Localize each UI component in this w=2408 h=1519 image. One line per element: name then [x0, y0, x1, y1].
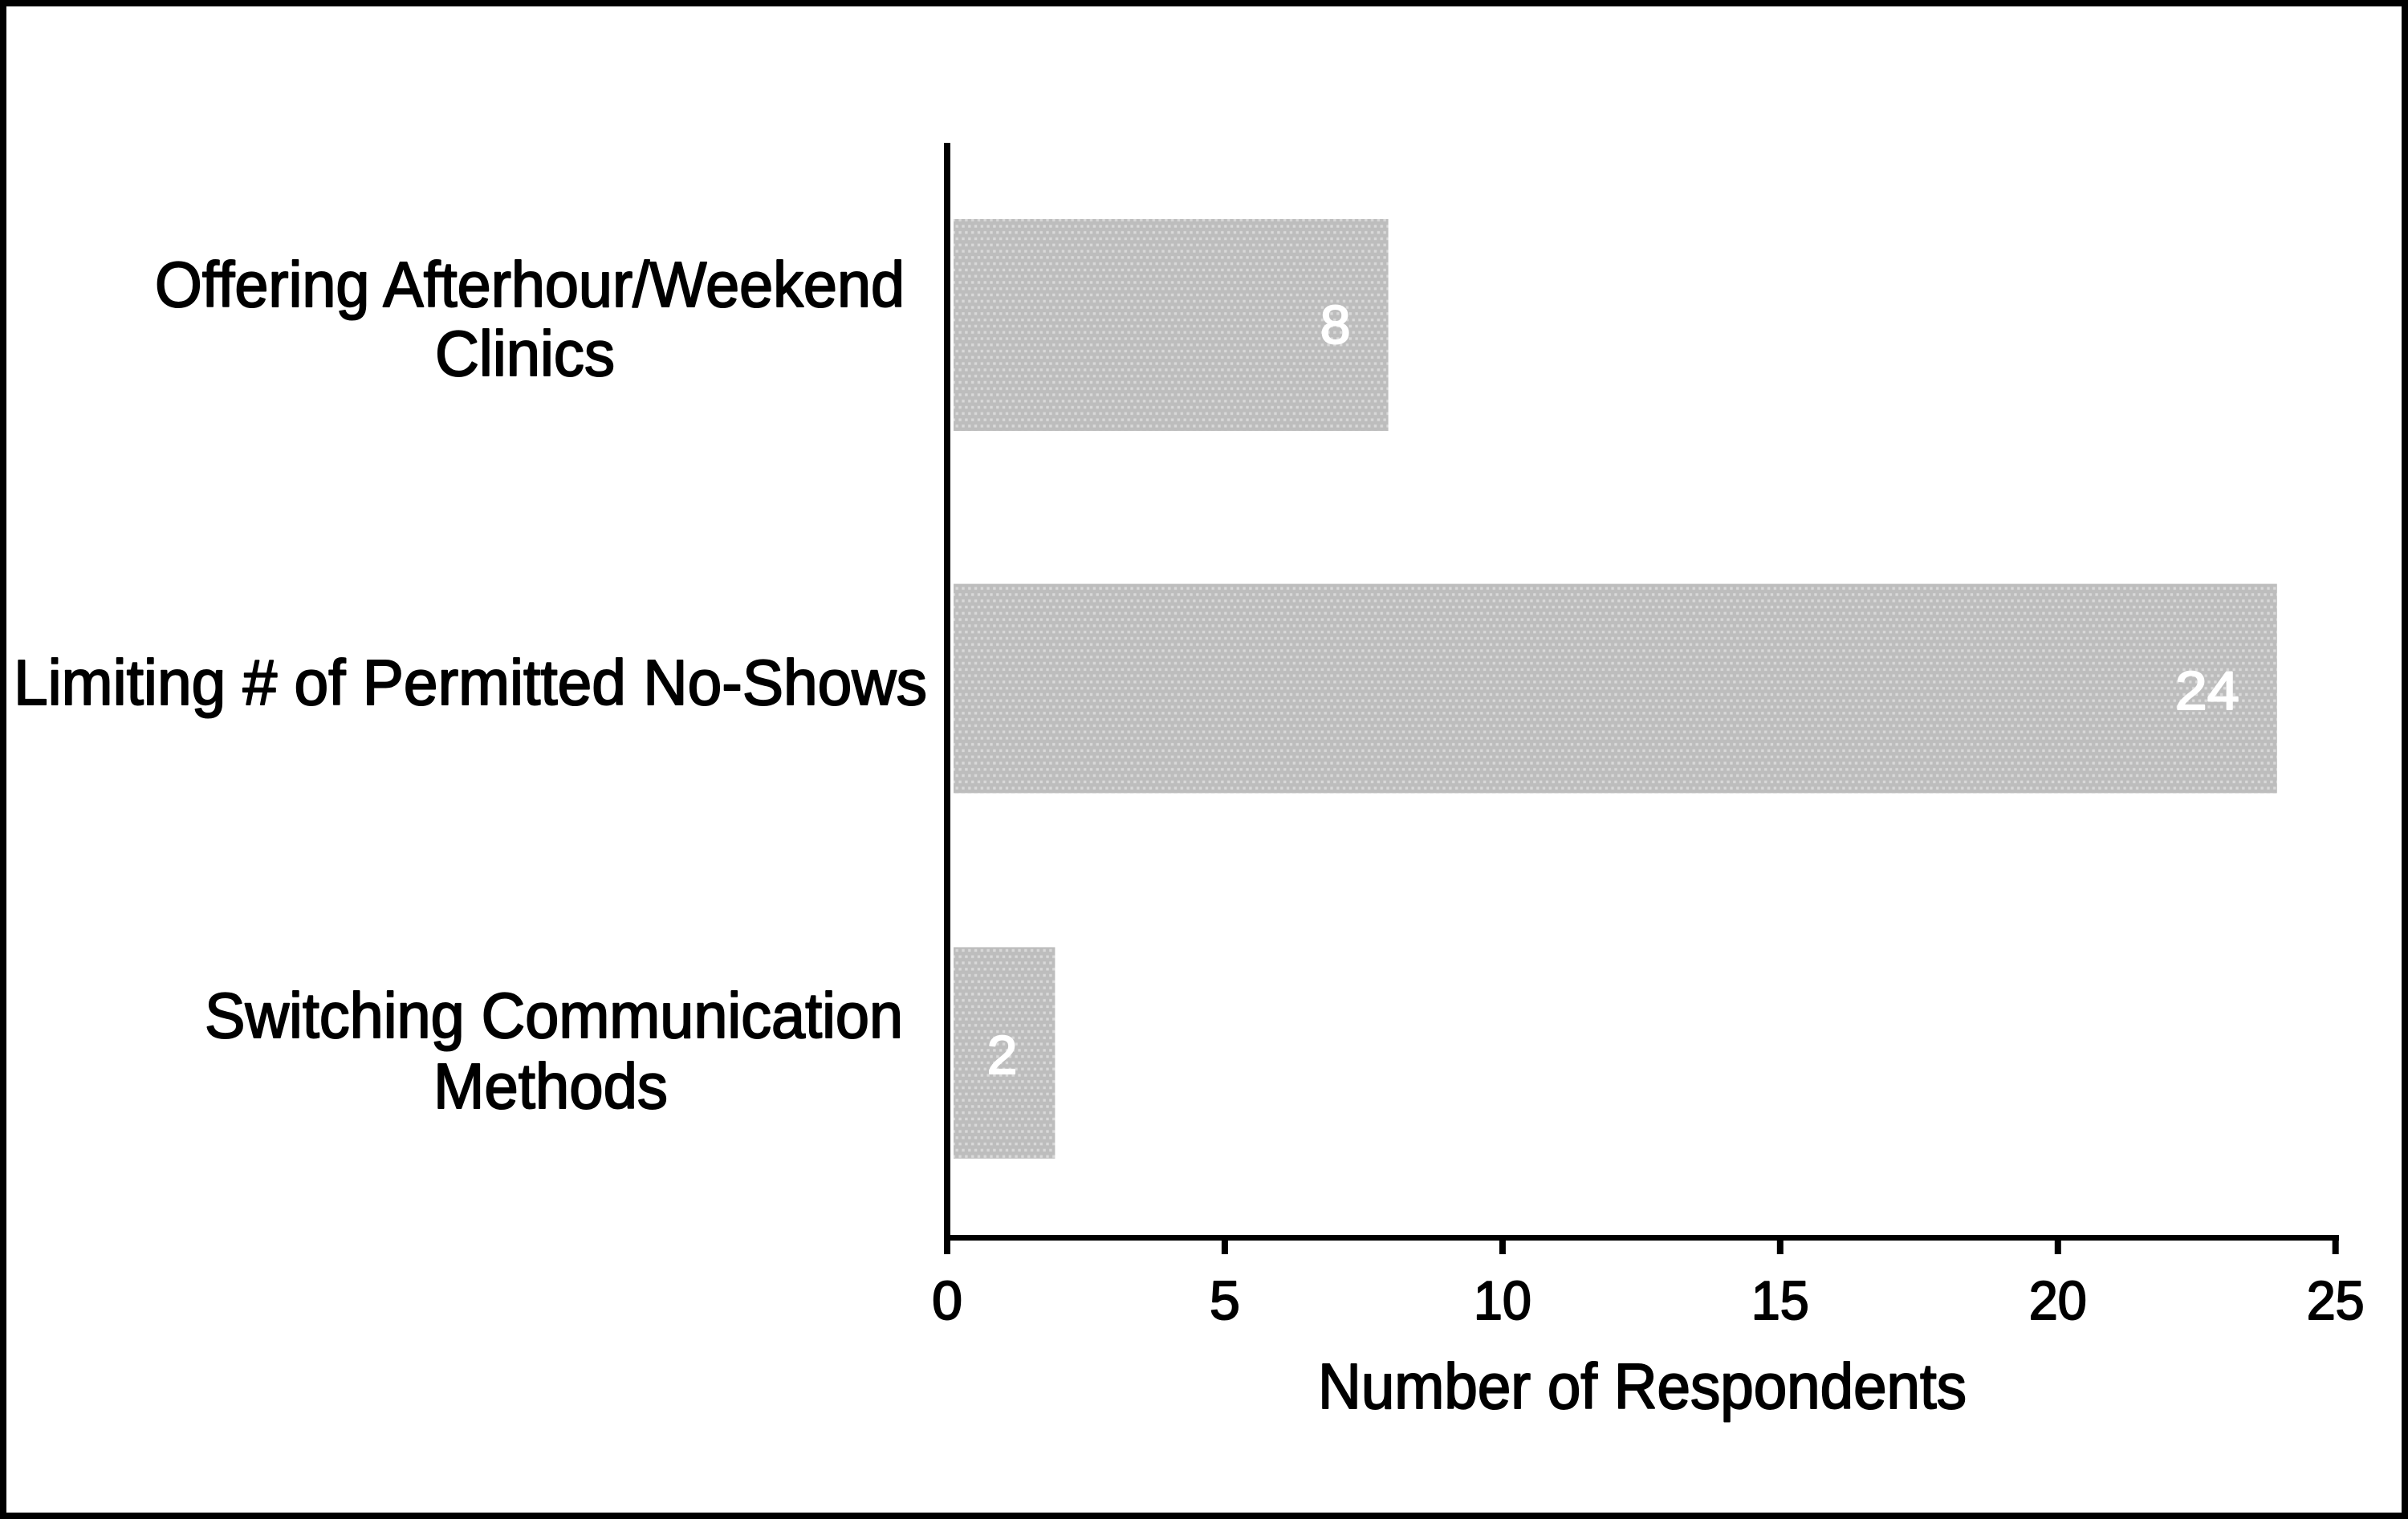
svg-text:8: 8 — [1320, 294, 1351, 355]
svg-text:Number of Respondents: Number of Respondents — [1318, 1350, 1967, 1422]
svg-text:0: 0 — [932, 1270, 962, 1331]
svg-text:Clinics: Clinics — [435, 318, 615, 389]
svg-text:2: 2 — [987, 1025, 1018, 1086]
svg-text:Limiting # of Permitted No-Sho: Limiting # of Permitted No-Shows — [14, 647, 927, 718]
svg-text:Offering Afterhour/Weekend: Offering Afterhour/Weekend — [155, 249, 905, 320]
svg-text:24: 24 — [2175, 660, 2239, 721]
svg-text:20: 20 — [2029, 1270, 2087, 1331]
svg-text:Switching Communication: Switching Communication — [205, 980, 903, 1051]
svg-text:15: 15 — [1751, 1270, 1809, 1331]
svg-text:10: 10 — [1474, 1270, 1531, 1331]
svg-text:Methods: Methods — [433, 1050, 668, 1122]
svg-text:5: 5 — [1210, 1270, 1240, 1331]
svg-text:25: 25 — [2307, 1270, 2365, 1331]
